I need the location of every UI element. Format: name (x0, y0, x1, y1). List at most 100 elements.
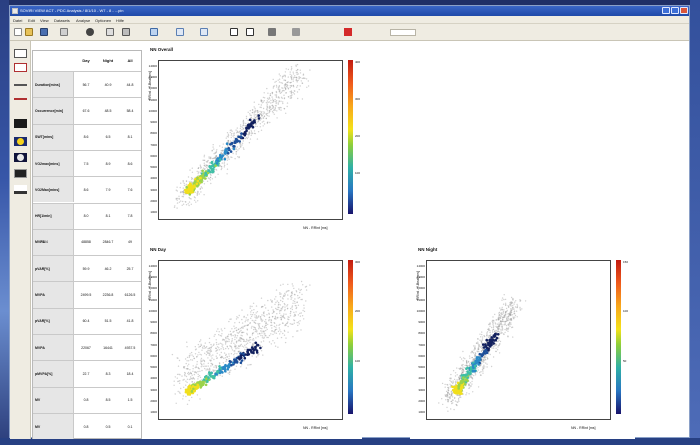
scatter-point (474, 347, 476, 349)
scatter-point (209, 157, 212, 160)
plot-area[interactable] (426, 260, 611, 420)
scatter-point (297, 68, 299, 71)
zoom-in-icon[interactable] (176, 28, 184, 36)
scatter-point (226, 345, 228, 347)
scatter-point (284, 323, 287, 326)
close-icon[interactable] (680, 7, 688, 14)
scatter-point (279, 106, 281, 109)
scatter-point (245, 125, 247, 127)
scatter-point (245, 115, 248, 118)
scatter-point (498, 337, 500, 340)
day-icon[interactable] (14, 119, 27, 128)
filter-icon[interactable] (122, 28, 130, 36)
scatter-point (202, 365, 204, 368)
scatter-point (193, 381, 196, 384)
scatter-point (254, 117, 257, 119)
scatter-point (297, 294, 299, 297)
menu-item-view[interactable]: View (40, 18, 49, 23)
scatter-point (251, 109, 254, 111)
density-point (227, 146, 230, 150)
scatter-point (283, 334, 286, 336)
open-icon[interactable] (25, 28, 33, 36)
scatter-point (252, 118, 254, 120)
scatter-point (519, 309, 522, 311)
scatter-point (468, 384, 470, 386)
scatter-point (291, 305, 294, 307)
save-icon[interactable] (40, 28, 48, 36)
moon-icon[interactable] (14, 153, 27, 162)
col-header-all: All (127, 58, 133, 63)
plot-area[interactable] (158, 60, 343, 220)
minimize-icon[interactable] (662, 7, 670, 14)
pan-tool-icon[interactable] (14, 91, 27, 100)
scatter-point (474, 374, 477, 376)
export-icon[interactable] (60, 28, 68, 36)
zoom-field[interactable] (390, 29, 416, 36)
menu-item-analyse[interactable]: Analyse (76, 18, 91, 23)
density-point (495, 336, 499, 340)
scatter-point (512, 297, 514, 300)
preview-icon[interactable] (106, 28, 114, 36)
scatter-point (245, 125, 247, 127)
density-point (240, 132, 243, 135)
scatter-point (472, 352, 475, 354)
flag-icon[interactable] (344, 28, 352, 36)
scatter-point (249, 336, 251, 338)
density-point (491, 338, 495, 341)
stats-icon[interactable] (14, 185, 27, 194)
scatter-point (207, 177, 209, 179)
select-tool-icon[interactable] (14, 77, 27, 86)
scatter-point (271, 301, 273, 303)
scatter-point (256, 311, 259, 313)
scatter-point (285, 88, 287, 90)
scatter-point (294, 76, 296, 79)
rect-tool-icon[interactable] (14, 49, 27, 58)
menu-item-optionen[interactable]: Optionen (95, 18, 112, 23)
col-header-day: Day (82, 58, 90, 63)
chart-icon[interactable] (150, 28, 158, 36)
menu-item-datasets[interactable]: Datasets (54, 18, 70, 23)
help-icon[interactable] (292, 28, 300, 36)
scatter-point (492, 346, 495, 348)
table-icon[interactable] (246, 28, 254, 36)
scatter-point (208, 353, 210, 355)
scatter-point (482, 366, 484, 368)
maximize-icon[interactable] (671, 7, 679, 14)
poly-tool-icon[interactable] (14, 63, 27, 72)
scatter-point (190, 198, 192, 200)
menu-item-datei[interactable]: Datei (13, 18, 23, 23)
zoom-out-icon[interactable] (200, 28, 208, 36)
sun-icon[interactable] (14, 137, 27, 146)
print-icon[interactable] (86, 28, 94, 36)
settings-icon[interactable] (268, 28, 276, 36)
scatter-point (295, 65, 297, 67)
scatter-point (290, 84, 292, 87)
scatter-point (222, 344, 224, 346)
density-point (232, 144, 235, 148)
scatter-point (237, 340, 240, 342)
scatter-point (516, 316, 518, 318)
scatter-point (240, 334, 242, 336)
density-point (202, 378, 206, 382)
y-tick-label: 1000 (150, 210, 157, 214)
scatter-point (499, 317, 502, 320)
scatter-point (177, 390, 179, 393)
density-point (481, 343, 485, 346)
menu-item-edit[interactable]: Edit (28, 18, 35, 23)
col-header-night: Night (102, 58, 114, 63)
scatter-point (263, 123, 266, 125)
scatter-point (224, 327, 226, 330)
density-point (190, 390, 194, 393)
grid-icon[interactable] (230, 28, 238, 36)
scatter-point (189, 369, 191, 371)
scatter-point (276, 110, 278, 112)
new-icon[interactable] (14, 28, 22, 36)
compare-icon[interactable] (14, 169, 27, 178)
scatter-point (173, 380, 175, 382)
scatter-point (253, 106, 255, 108)
scatter-point (497, 346, 499, 348)
scatter-point (293, 311, 295, 314)
plot-area[interactable] (158, 260, 343, 420)
scatter-point (491, 347, 493, 349)
menu-item-hilfe[interactable]: Hilfe (116, 18, 125, 23)
